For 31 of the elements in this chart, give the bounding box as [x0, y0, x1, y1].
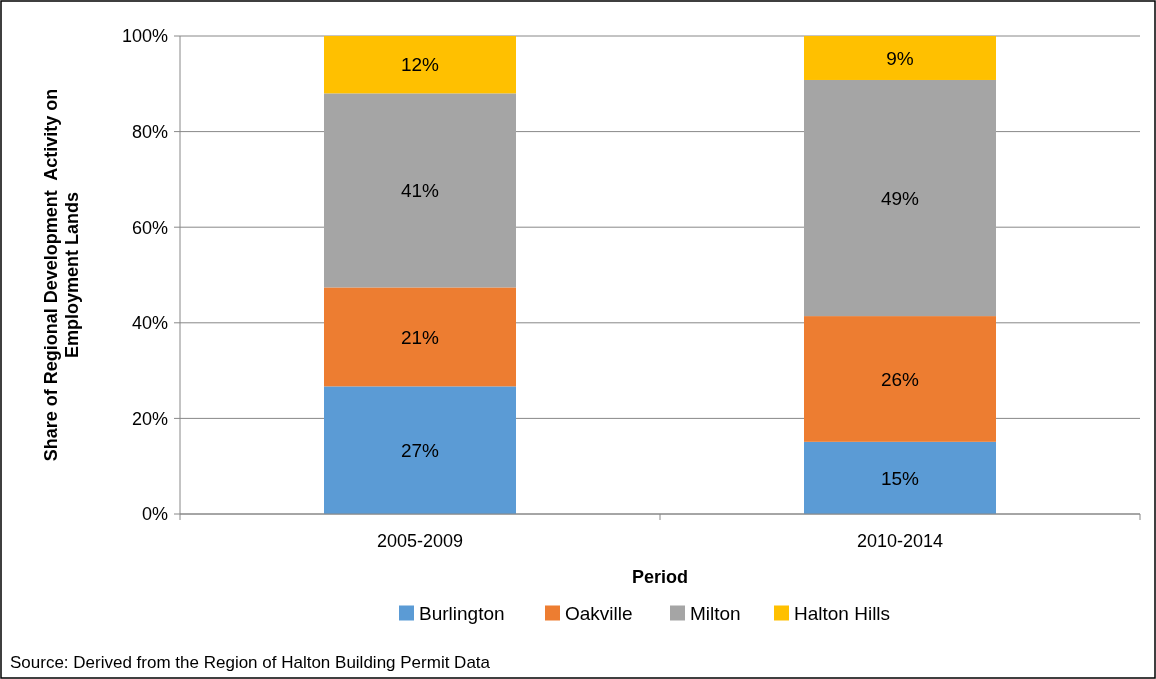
bar [324, 386, 516, 514]
data-label: 27% [400, 439, 440, 461]
y-tick-label: 60% [131, 217, 168, 238]
legend-label: Milton [690, 602, 741, 624]
data-label: 15% [880, 467, 920, 489]
y-tick-label: 20% [131, 408, 168, 429]
data-label: 9% [886, 47, 914, 69]
bar [804, 79, 996, 317]
bar [324, 93, 516, 288]
y-tick-label: 100% [121, 26, 168, 47]
data-label: 49% [880, 187, 920, 209]
y-tick-label: 0% [141, 504, 168, 525]
legend-label: Halton Hills [794, 602, 891, 624]
y-tick-label: 40% [131, 313, 168, 334]
bar [804, 316, 996, 442]
x-tick-label: 2010-2014 [856, 531, 944, 551]
bar [324, 287, 516, 387]
x-tick-label: 2005-2009 [376, 531, 464, 551]
source-note: Source: Derived from the Region of Halton Building Permit Data [10, 653, 491, 672]
data-label: 12% [400, 54, 440, 76]
bar [804, 441, 996, 514]
legend-label: Oakville [565, 602, 633, 624]
data-label: 41% [400, 180, 440, 202]
bar [324, 36, 516, 94]
x-axis-title: Period [631, 567, 689, 587]
data-label: 21% [400, 326, 440, 348]
legend-label: Burlington [419, 602, 505, 624]
data-label: 26% [880, 368, 920, 390]
bar [804, 36, 996, 80]
y-axis-title: Share of Regional Development Activity on Employment Lands [41, 88, 82, 462]
y-tick-label: 80% [131, 121, 168, 142]
